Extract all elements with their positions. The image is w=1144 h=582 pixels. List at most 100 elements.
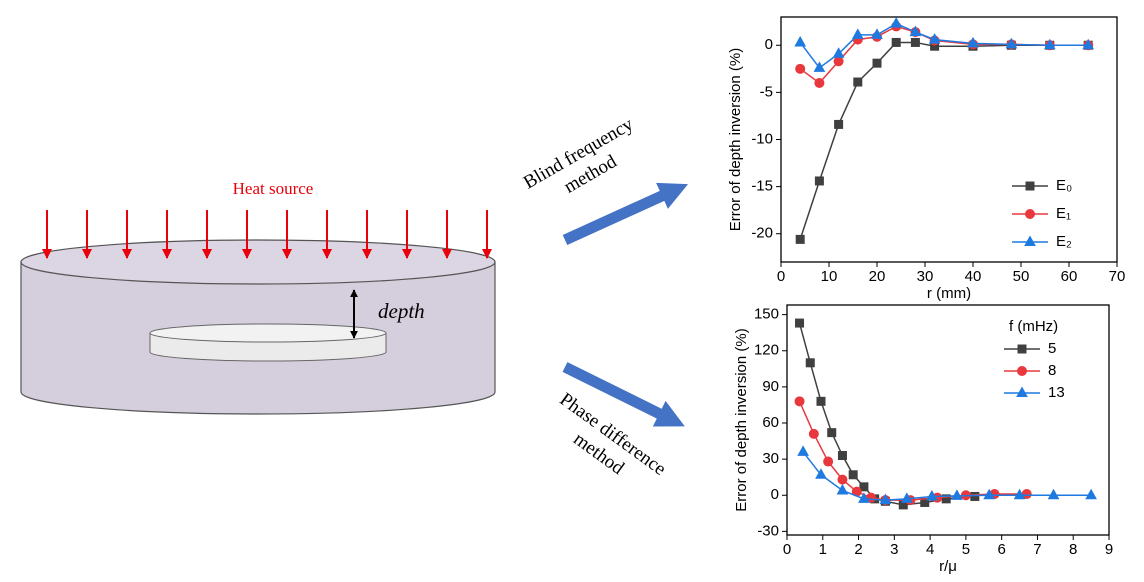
marker bbox=[891, 37, 901, 47]
marker bbox=[909, 25, 922, 37]
legend-label: 5 bbox=[1048, 340, 1056, 357]
marker bbox=[814, 176, 824, 186]
y-tick-label: 0 bbox=[771, 486, 779, 503]
plot-frame bbox=[780, 16, 1118, 263]
heat-source-label: Heat source bbox=[233, 179, 314, 198]
marker bbox=[795, 63, 806, 74]
method-arrow bbox=[562, 362, 685, 427]
marker bbox=[814, 77, 825, 88]
marker bbox=[834, 119, 844, 129]
x-tick-label: 30 bbox=[917, 268, 934, 285]
marker bbox=[1005, 37, 1018, 49]
marker bbox=[879, 493, 892, 505]
y-tick-label: 0 bbox=[765, 36, 773, 53]
diagram: Heat source depth Blind frequency method… bbox=[20, 114, 689, 480]
marker bbox=[836, 483, 849, 495]
marker bbox=[808, 428, 819, 439]
y-tick-label: -20 bbox=[751, 225, 773, 242]
marker bbox=[813, 61, 826, 72]
series-line bbox=[798, 401, 1027, 501]
x-axis-label: r (mm) bbox=[927, 285, 971, 302]
marker bbox=[794, 396, 805, 407]
marker bbox=[970, 491, 980, 501]
legend-label: E₀ bbox=[1056, 177, 1072, 194]
x-tick-label: 70 bbox=[1109, 268, 1126, 285]
defect-top bbox=[149, 323, 387, 343]
marker bbox=[890, 17, 903, 28]
y-tick-label: -15 bbox=[751, 178, 773, 195]
legend-marker bbox=[1025, 209, 1035, 219]
x-tick-label: 60 bbox=[1061, 268, 1078, 285]
plot-frame bbox=[786, 304, 1110, 536]
series-line bbox=[799, 25, 1089, 84]
marker bbox=[983, 488, 995, 500]
x-tick-label: 40 bbox=[965, 268, 982, 285]
legend-label: 8 bbox=[1048, 362, 1056, 379]
y-axis-label: Error of depth inversion (%) bbox=[727, 48, 744, 231]
marker bbox=[1047, 488, 1060, 500]
marker bbox=[951, 489, 963, 500]
marker bbox=[872, 58, 882, 68]
x-tick-label: 20 bbox=[869, 268, 886, 285]
marker bbox=[823, 456, 834, 467]
y-tick-label: -5 bbox=[760, 83, 773, 100]
legend-label: E₂ bbox=[1056, 233, 1072, 250]
y-tick-label: 30 bbox=[762, 450, 779, 467]
y-tick-label: 90 bbox=[762, 378, 779, 395]
marker bbox=[794, 35, 807, 47]
legend-marker bbox=[1024, 235, 1036, 246]
marker bbox=[871, 28, 883, 39]
x-tick-label: 6 bbox=[997, 541, 1005, 558]
charts: 0 10 20 30 40 50 60 70-20-15-10-50r (mm)Error o… bbox=[727, 16, 1126, 575]
marker bbox=[837, 474, 848, 485]
marker bbox=[805, 358, 815, 368]
marker bbox=[815, 468, 827, 479]
marker bbox=[851, 28, 864, 39]
marker bbox=[1013, 488, 1026, 500]
y-tick-label: -30 bbox=[757, 522, 779, 539]
method-1-label: Blind frequency method bbox=[520, 114, 637, 198]
marker bbox=[816, 396, 826, 406]
x-tick-label: 4 bbox=[926, 541, 934, 558]
cylinder-top bbox=[20, 239, 496, 285]
legend-marker bbox=[1017, 366, 1027, 376]
y-axis-label: Error of depth inversion (%) bbox=[733, 328, 750, 511]
heat-arrows bbox=[42, 210, 492, 259]
marker bbox=[848, 470, 858, 480]
marker bbox=[901, 492, 913, 503]
method-arrow bbox=[562, 182, 689, 246]
marker bbox=[795, 234, 805, 244]
x-tick-label: 0 bbox=[783, 541, 791, 558]
legend-title: f (mHz) bbox=[1009, 318, 1058, 335]
marker bbox=[1082, 38, 1095, 50]
x-tick-label: 2 bbox=[854, 541, 862, 558]
legend-marker bbox=[1017, 344, 1027, 354]
x-tick-label: 9 bbox=[1105, 541, 1113, 558]
series-line bbox=[799, 41, 1089, 240]
marker bbox=[853, 77, 863, 87]
x-axis-label: r/μ bbox=[939, 558, 957, 575]
x-tick-label: 0 bbox=[777, 268, 785, 285]
y-tick-label: 60 bbox=[762, 414, 779, 431]
marker bbox=[858, 492, 870, 503]
marker bbox=[827, 428, 837, 438]
legend-marker bbox=[1016, 386, 1028, 397]
x-tick-label: 50 bbox=[1013, 268, 1030, 285]
series-line bbox=[802, 451, 1092, 501]
x-tick-label: 10 bbox=[821, 268, 838, 285]
x-tick-label: 5 bbox=[962, 541, 970, 558]
legend-marker bbox=[1025, 181, 1035, 191]
y-tick-label: 150 bbox=[754, 306, 779, 323]
chart: 0 10 20 30 40 50 60 70 -20 -15 -10 -5 0 r (mm) Error o… bbox=[727, 16, 1126, 302]
legend-label: 13 bbox=[1048, 384, 1065, 401]
marker bbox=[928, 33, 941, 44]
x-tick-label: 8 bbox=[1069, 541, 1077, 558]
marker bbox=[833, 56, 844, 67]
marker bbox=[910, 37, 920, 47]
marker bbox=[832, 47, 845, 58]
marker bbox=[1043, 38, 1056, 50]
marker bbox=[859, 482, 869, 492]
x-tick-label: 1 bbox=[819, 541, 827, 558]
